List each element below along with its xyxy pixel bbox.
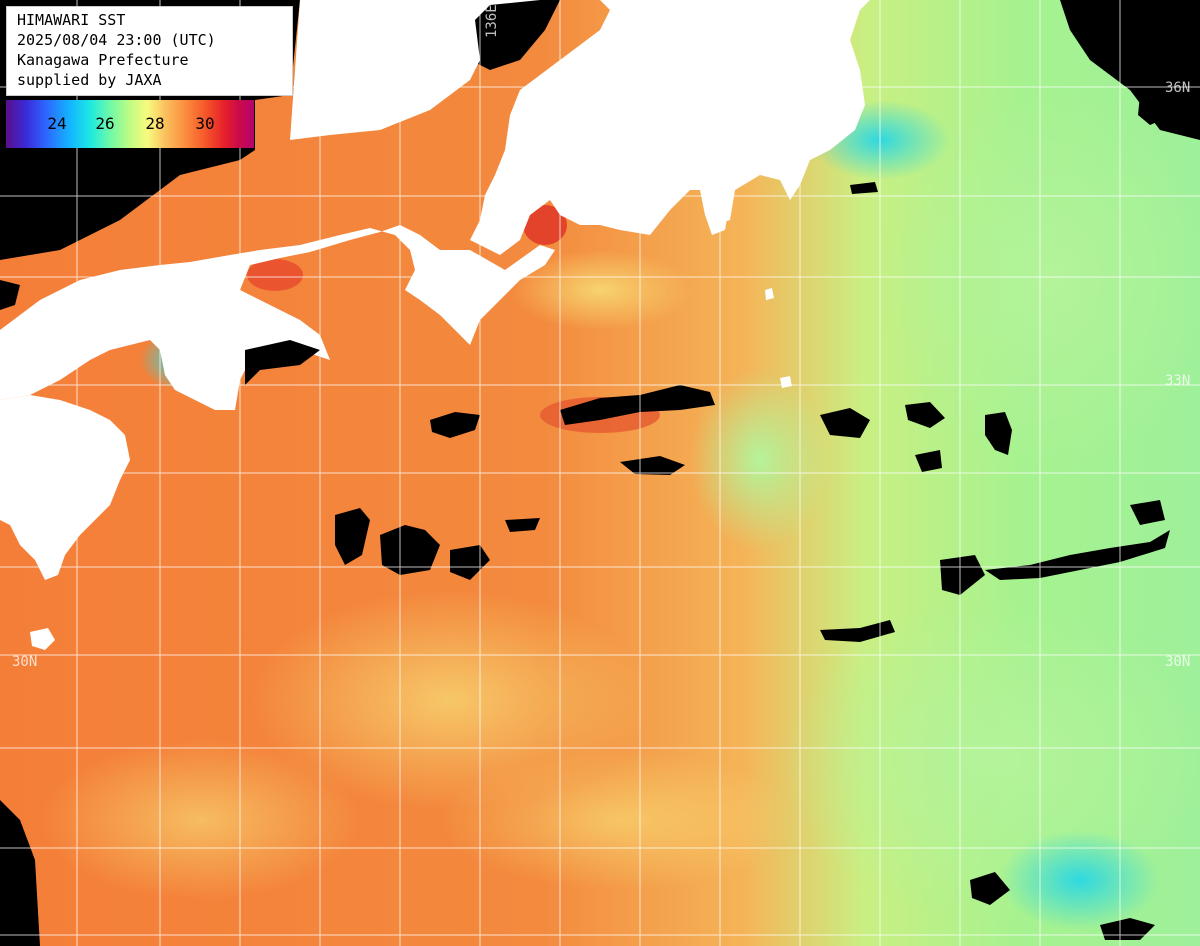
land-izu bbox=[700, 185, 730, 235]
cloud-patch bbox=[1138, 95, 1180, 125]
transition-patch bbox=[250, 590, 650, 810]
cloud-patch bbox=[850, 182, 878, 194]
timestamp: 2025/08/04 23:00 (UTC) bbox=[17, 31, 216, 49]
colorbar-tick: 28 bbox=[145, 114, 165, 133]
lat-label-33n: 33N bbox=[1165, 373, 1191, 389]
land-kyushu bbox=[0, 395, 130, 580]
cloud-patch bbox=[0, 280, 20, 310]
cloud-patch bbox=[245, 340, 320, 385]
lon-label-136e: 136E bbox=[484, 4, 500, 38]
transition-patch bbox=[440, 750, 800, 890]
cloud-patch bbox=[505, 518, 540, 532]
color-scale-bar bbox=[6, 100, 254, 148]
cloud-patch bbox=[380, 525, 440, 575]
product-title: HIMAWARI SST bbox=[17, 11, 126, 29]
cloud-patch bbox=[1130, 500, 1165, 525]
cloud-patch bbox=[820, 408, 870, 438]
info-box: HIMAWARI SST 2025/08/04 23:00 (UTC) Kana… bbox=[6, 6, 293, 96]
land-honshu bbox=[290, 0, 870, 255]
cloud-patch bbox=[905, 402, 945, 428]
cloud-patch bbox=[430, 412, 480, 438]
data-credit: supplied by JAXA bbox=[17, 71, 162, 89]
colorbar-tick: 30 bbox=[195, 114, 215, 133]
cool-patch bbox=[1000, 830, 1160, 930]
colorbar-tick: 24 bbox=[47, 114, 67, 133]
cloud-patch bbox=[940, 555, 985, 595]
land-kii-shikoku bbox=[0, 225, 555, 410]
cloud-patch bbox=[560, 385, 715, 425]
transition-patch bbox=[510, 250, 690, 330]
cloud-patch bbox=[915, 450, 942, 472]
cloud-patch bbox=[820, 620, 895, 642]
hot-patch bbox=[247, 259, 303, 291]
lat-label-30n-left: 30N bbox=[12, 654, 38, 670]
land-island bbox=[780, 376, 792, 388]
cloud-patch bbox=[970, 872, 1010, 905]
cloud-patch bbox=[985, 412, 1012, 455]
land-island bbox=[765, 288, 774, 300]
lat-label-36n: 36N bbox=[1165, 80, 1191, 96]
transition-patch bbox=[40, 740, 360, 900]
provider-org: Kanagawa Prefecture bbox=[17, 51, 189, 69]
cool-eddy bbox=[690, 370, 830, 550]
land-island bbox=[30, 628, 55, 650]
cloud-patch bbox=[1100, 30, 1135, 60]
no-data-region bbox=[0, 800, 40, 946]
colorbar-tick: 26 bbox=[95, 114, 115, 133]
cloud-patch bbox=[620, 456, 685, 475]
lat-label-30n-right: 30N bbox=[1165, 654, 1191, 670]
cloud-patch bbox=[335, 508, 370, 565]
hot-patch bbox=[523, 205, 567, 245]
